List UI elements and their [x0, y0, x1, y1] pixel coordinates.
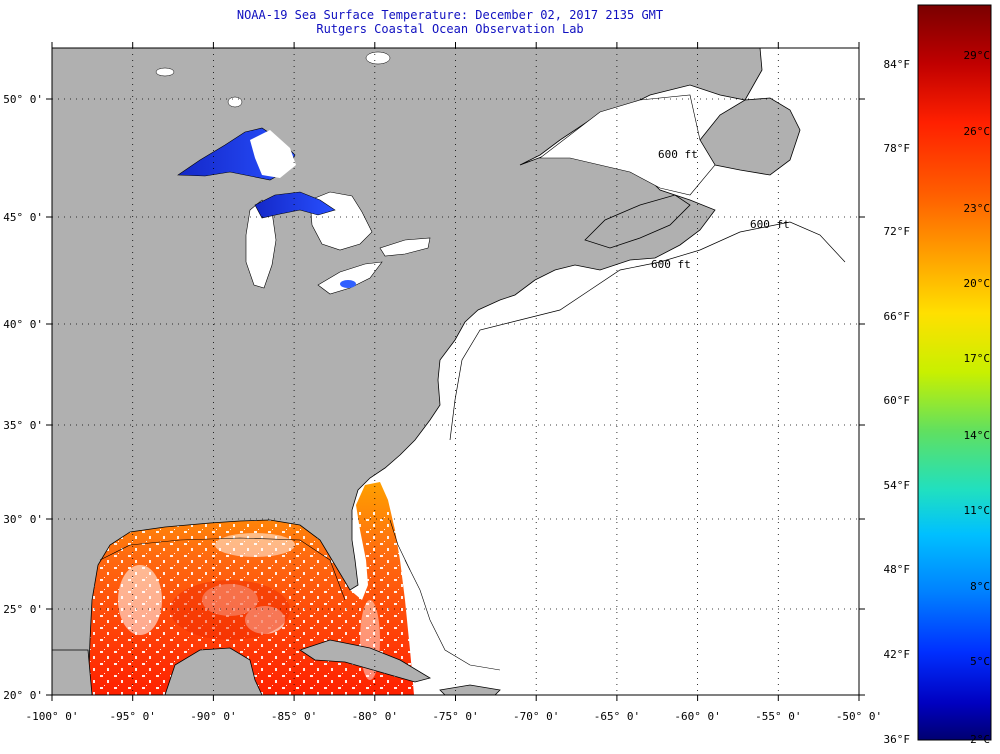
contour-label: 600 ft — [750, 218, 790, 231]
colorbar-f-label: 84°F — [884, 58, 911, 71]
colorbar-c-label: 11°C — [964, 504, 991, 517]
colorbar-f-label: 36°F — [884, 733, 911, 746]
longitude-label: -65° 0' — [594, 710, 640, 723]
temperature-colorbar — [917, 4, 992, 741]
longitude-label: -85° 0' — [271, 710, 317, 723]
longitude-label: -95° 0' — [110, 710, 156, 723]
colorbar-fahrenheit-labels: 84°F 78°F 72°F 66°F 60°F 54°F 48°F 42°F 36°F — [884, 58, 911, 746]
colorbar-c-label: 20°C — [964, 277, 991, 290]
colorbar-c-label: 8°C — [970, 580, 990, 593]
lake-erie — [317, 261, 383, 295]
lower-mexico-land — [52, 649, 93, 695]
longitude-label: -55° 0' — [755, 710, 801, 723]
colorbar-c-label: 17°C — [964, 352, 991, 365]
lake-superior-nodata — [250, 130, 296, 178]
longitude-label: -100° 0' — [26, 710, 79, 723]
colorbar-f-label: 60°F — [884, 394, 911, 407]
colorbar-c-label: 23°C — [964, 202, 991, 215]
latitude-label: 40° 0' — [3, 318, 43, 331]
colorbar-c-label: 2°C — [970, 733, 990, 746]
latitude-label: 25° 0' — [3, 603, 43, 616]
yucatan-land — [164, 647, 263, 695]
latitude-label: 30° 0' — [3, 513, 43, 526]
colorbar-f-label: 78°F — [884, 142, 911, 155]
depth-contour — [449, 221, 846, 441]
latitude-label: 45° 0' — [3, 211, 43, 224]
longitude-label: -70° 0' — [513, 710, 559, 723]
nova-scotia-land — [584, 194, 691, 249]
colorbar-c-label: 5°C — [970, 655, 990, 668]
depth-contour-gulf — [99, 537, 346, 601]
latitude-label: 20° 0' — [3, 689, 43, 702]
longitude-label: -50° 0' — [836, 710, 882, 723]
colorbar-f-label: 54°F — [884, 479, 911, 492]
colorbar-c-label: 14°C — [964, 429, 991, 442]
graticule — [52, 48, 859, 695]
longitude-label: -60° 0' — [674, 710, 720, 723]
contour-label: 600 ft — [651, 258, 691, 271]
contour-label: 600 ft — [658, 148, 698, 161]
longitude-labels: -100° 0' -95° 0' -90° 0' -85° 0' -80° 0' -75°… — [26, 42, 882, 723]
gulf-of-st-lawrence — [539, 94, 716, 196]
cuba-land — [299, 639, 432, 683]
colorbar-celsius-labels: 29°C 26°C 23°C 20°C 17°C 14°C 11°C 8°C 5°C 2°C — [964, 49, 991, 746]
latitude-labels: 50° 0' 45° 0' 40° 0' 35° 0' 30° 0' 25° 0' 20° … — [3, 93, 865, 702]
longitude-label: -90° 0' — [190, 710, 236, 723]
colorbar-f-label: 66°F — [884, 310, 911, 323]
colorbar-c-label: 26°C — [964, 125, 991, 138]
longitude-label: -75° 0' — [432, 710, 478, 723]
latitude-label: 50° 0' — [3, 93, 43, 106]
colorbar-f-label: 72°F — [884, 225, 911, 238]
hispaniola-land — [439, 684, 501, 695]
latitude-label: 35° 0' — [3, 419, 43, 432]
north-america-land — [52, 48, 763, 695]
lake-huron-north — [254, 191, 336, 219]
colorbar-f-label: 48°F — [884, 563, 911, 576]
newfoundland-land — [699, 97, 801, 176]
colorbar-f-label: 42°F — [884, 648, 911, 661]
map-subtitle: Rutgers Coastal Ocean Observation Lab — [316, 22, 584, 36]
colorbar-c-label: 29°C — [964, 49, 991, 62]
map-title: NOAA-19 Sea Surface Temperature: Decembe… — [236, 8, 664, 22]
bahamas-outline — [404, 559, 501, 671]
longitude-label: -80° 0' — [352, 710, 398, 723]
lake-ontario — [379, 237, 431, 257]
